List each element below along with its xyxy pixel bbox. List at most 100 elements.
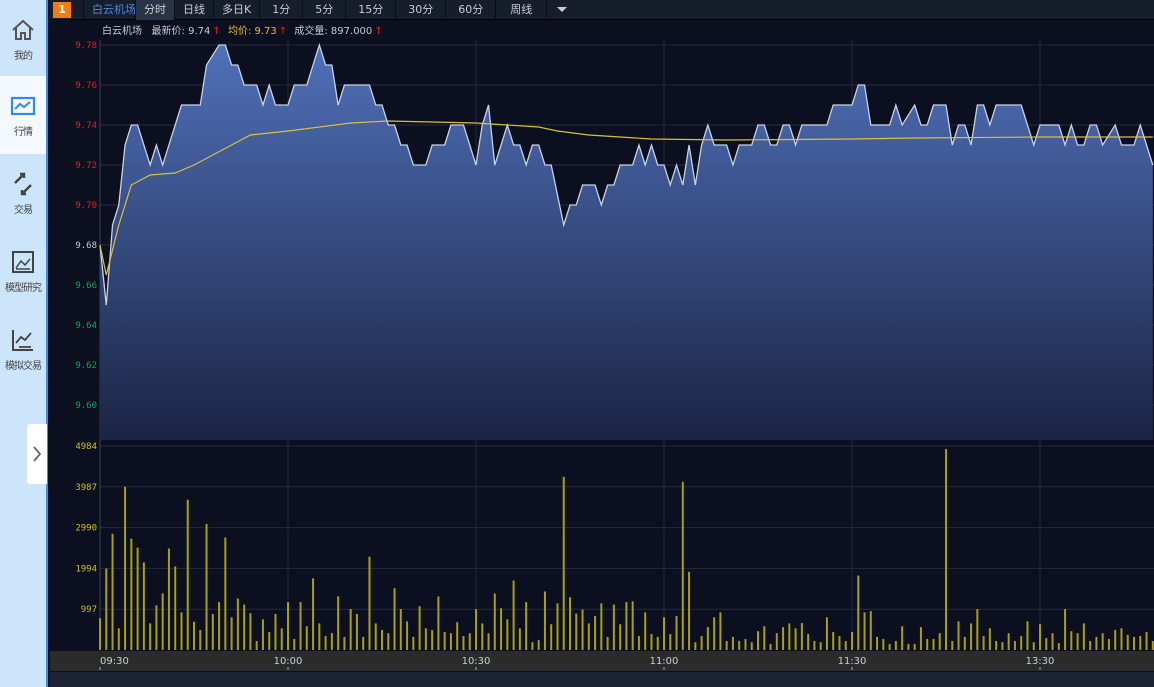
volume-bar	[236, 598, 239, 650]
volume-bar	[556, 603, 559, 650]
volume-bar	[268, 631, 271, 650]
tab-30min[interactable]: 30分	[395, 0, 445, 20]
tab-daily[interactable]: 日线	[174, 0, 213, 20]
volume-bar	[1082, 623, 1085, 650]
sidebar-item-label: 模型研究	[5, 282, 42, 294]
volume-bar	[951, 640, 954, 650]
volume-bar	[1139, 636, 1142, 650]
volume-bar	[525, 602, 528, 650]
volume-bar	[249, 613, 252, 650]
volume-bar	[600, 603, 603, 650]
last-price: 9.74	[188, 26, 211, 37]
volume-bar	[512, 580, 515, 650]
volume-bar	[349, 609, 352, 650]
volume-bar	[230, 617, 233, 650]
volume-bar	[218, 602, 221, 650]
volume-bar	[894, 640, 897, 650]
volume-bar	[926, 638, 929, 650]
volume-bar	[431, 629, 434, 650]
volume-bar	[681, 481, 684, 650]
volume-bar	[193, 621, 195, 650]
volume-axis-label: 2990	[75, 524, 97, 534]
volume-bar	[1101, 633, 1104, 650]
tab-15min[interactable]: 15分	[345, 0, 395, 20]
volume-bar	[631, 601, 634, 650]
price-axis-label: 9.62	[75, 361, 97, 371]
volume-bar	[487, 633, 490, 650]
volume-bar	[901, 626, 904, 650]
expand-panel-button[interactable]	[27, 424, 47, 484]
sidebar-item-mine[interactable]: 我的	[0, 0, 46, 78]
volume-bar	[550, 624, 553, 650]
volume-bar	[149, 623, 152, 650]
time-axis-label: 10:00	[274, 656, 303, 667]
volume-axis-label: 4984	[75, 442, 97, 452]
tab-60min[interactable]: 60分	[445, 0, 495, 20]
price-axis-label: 9.60	[75, 401, 97, 411]
volume-bar	[537, 640, 540, 650]
volume-bar	[813, 640, 816, 650]
volume-bar	[719, 612, 722, 650]
volume-bar	[362, 636, 365, 650]
volume-bar	[111, 533, 114, 650]
volume-axis-label: 3987	[75, 483, 97, 493]
volume-bar	[706, 627, 709, 650]
volume-bar	[907, 643, 910, 650]
volume-bar	[312, 578, 315, 650]
price-area-fill	[100, 45, 1153, 440]
volume-bar	[656, 636, 659, 650]
volume-bar	[155, 605, 158, 650]
price-axis-label: 9.70	[75, 201, 97, 211]
volume-bar	[299, 602, 302, 650]
volume-bar	[205, 523, 208, 650]
volume-bar	[800, 622, 803, 650]
tab-multiday[interactable]: 多日K	[213, 0, 259, 20]
volume-bar	[1070, 631, 1073, 650]
model-research-icon	[12, 250, 34, 273]
tab-5min[interactable]: 5分	[302, 0, 345, 20]
intraday-chart[interactable]: 9.78 9.76 9.74 9.72 9.70 9.68 9.66 9.64 9.62 9.60…	[50, 20, 1154, 672]
market-chart-icon	[10, 96, 36, 115]
price-axis-label: 9.76	[75, 81, 97, 91]
tab-intraday[interactable]: 分时	[135, 0, 174, 20]
sidebar-item-trade[interactable]: 交易	[0, 154, 46, 232]
volume-bar	[882, 638, 885, 650]
more-periods-dropdown[interactable]	[546, 0, 577, 20]
volume-bar	[1007, 633, 1010, 650]
volume-bar	[443, 631, 446, 650]
volume-bar	[531, 642, 534, 650]
sidebar-item-market[interactable]: 行情	[0, 76, 46, 154]
volume-value: 897.000	[330, 26, 373, 37]
volume-bar	[838, 636, 841, 650]
volume-bar	[1133, 636, 1135, 650]
tab-weekly[interactable]: 周线	[495, 0, 546, 20]
sidebar: 我的 行情 交易 模型研究 模拟交易	[0, 0, 48, 687]
volume-bar	[619, 624, 622, 650]
up-arrow-icon: ↑	[212, 26, 221, 37]
volume-bar	[744, 638, 747, 650]
time-axis-label: 13:30	[1026, 656, 1055, 667]
volume-bar	[794, 628, 797, 650]
volume-bar	[945, 449, 947, 650]
time-axis-label: 09:30	[100, 656, 129, 667]
volume-bar	[819, 642, 822, 650]
volume-bar	[594, 616, 597, 650]
volume-bar	[688, 571, 691, 650]
volume-bar	[1032, 642, 1035, 650]
tab-1min[interactable]: 1分	[259, 0, 302, 20]
volume-bar	[1026, 621, 1029, 650]
volume-bar	[694, 642, 697, 650]
stock-name: 白云机场	[102, 26, 142, 37]
sidebar-item-simulated-trade[interactable]: 模拟交易	[0, 310, 46, 388]
price-axis-label: 9.78	[75, 41, 97, 51]
volume-bar	[500, 608, 503, 650]
volume-bar	[963, 636, 966, 650]
tab-stock-name[interactable]: 白云机场	[83, 0, 136, 20]
volume-bar	[612, 604, 615, 650]
volume-bar	[1126, 634, 1129, 650]
volume-bar	[857, 575, 860, 650]
volume-bar	[663, 617, 665, 650]
volume-bar	[105, 568, 108, 650]
sidebar-item-model-research[interactable]: 模型研究	[0, 232, 46, 310]
volume-bar	[807, 634, 810, 650]
